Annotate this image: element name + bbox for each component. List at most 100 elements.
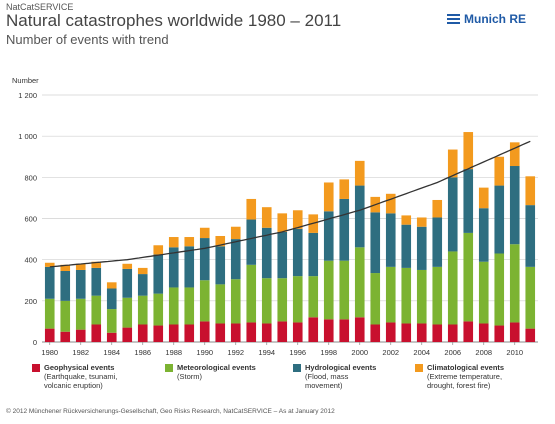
bar-segment bbox=[292, 322, 303, 342]
bar-segment bbox=[246, 219, 257, 265]
bar-segment bbox=[416, 217, 427, 227]
bar-segment bbox=[44, 266, 55, 299]
bar-segment bbox=[184, 237, 195, 247]
legend-swatch bbox=[415, 364, 423, 372]
brand-name: Munich RE bbox=[464, 12, 526, 26]
legend-desc: (Storm) bbox=[177, 372, 202, 381]
bar-segment bbox=[277, 278, 288, 322]
bar-segment bbox=[91, 267, 102, 296]
bar-segment bbox=[323, 211, 334, 261]
bar-segment bbox=[246, 264, 257, 323]
legend-desc: movement) bbox=[305, 381, 343, 390]
bar-segment bbox=[261, 323, 272, 342]
bar-segment bbox=[447, 149, 458, 178]
bar-segment bbox=[44, 328, 55, 342]
bar-segment bbox=[199, 238, 210, 281]
y-tick-label: 800 bbox=[24, 173, 37, 182]
bar-segment bbox=[168, 324, 179, 342]
bar-segment bbox=[230, 239, 241, 280]
bar-segment bbox=[525, 176, 536, 206]
bar-segment bbox=[385, 322, 396, 342]
bar-segment bbox=[60, 264, 71, 271]
bar-segment bbox=[137, 324, 148, 342]
bar-segment bbox=[75, 269, 86, 299]
legend-label: Geophysical events bbox=[44, 363, 115, 372]
bar-segment bbox=[215, 235, 226, 247]
x-tick-label: 2006 bbox=[444, 348, 461, 357]
bar-segment bbox=[277, 321, 288, 342]
bar-segment bbox=[401, 267, 412, 324]
legend-desc: drought, forest fire) bbox=[427, 381, 491, 390]
bar-segment bbox=[60, 270, 71, 301]
legend-label: Meteorological events bbox=[177, 363, 256, 372]
x-tick-label: 1980 bbox=[41, 348, 58, 357]
bar-segment bbox=[44, 262, 55, 267]
bar-segment bbox=[385, 213, 396, 267]
x-tick-label: 2002 bbox=[382, 348, 399, 357]
bar-segment bbox=[168, 247, 179, 288]
y-tick-label: 600 bbox=[24, 215, 37, 224]
bar-segment bbox=[122, 327, 133, 342]
bar-segment bbox=[339, 319, 350, 342]
bar-segment bbox=[60, 331, 71, 342]
bar-segment bbox=[354, 247, 365, 318]
legend-label: Hydrological events bbox=[305, 363, 377, 372]
bar-segment bbox=[122, 268, 133, 298]
bar-segment bbox=[137, 267, 148, 275]
legend-item-geophysical: Geophysical events (Earthquake, tsunami,… bbox=[32, 363, 162, 390]
y-tick-label: 400 bbox=[24, 256, 37, 265]
bar-segment bbox=[153, 254, 164, 294]
bar-segment bbox=[525, 266, 536, 329]
y-tick-label: 1 200 bbox=[18, 91, 37, 100]
y-tick-label: 200 bbox=[24, 297, 37, 306]
bar-segment bbox=[478, 261, 489, 324]
bar-segment bbox=[184, 246, 195, 288]
bar-segment bbox=[447, 251, 458, 325]
bar-segment bbox=[385, 193, 396, 214]
bar-segment bbox=[494, 156, 505, 186]
bar-segment bbox=[323, 182, 334, 212]
chart-title: Natural catastrophes worldwide 1980 – 20… bbox=[6, 11, 342, 30]
bar-segment bbox=[401, 323, 412, 342]
source-tag: NatCatSERVICE bbox=[6, 2, 74, 12]
x-tick-label: 1984 bbox=[103, 348, 120, 357]
x-tick-label: 1988 bbox=[165, 348, 182, 357]
bar-segment bbox=[292, 276, 303, 323]
bar-segment bbox=[432, 266, 443, 325]
bar-segment bbox=[106, 288, 117, 310]
bar-segment bbox=[463, 321, 474, 342]
x-tick-label: 2000 bbox=[351, 348, 368, 357]
bar-segment bbox=[106, 309, 117, 333]
bar-segment bbox=[122, 297, 133, 328]
bar-segment bbox=[230, 323, 241, 342]
x-tick-label: 1994 bbox=[258, 348, 275, 357]
bar-segment bbox=[463, 132, 474, 170]
bar-segment bbox=[463, 232, 474, 322]
bar-segment bbox=[339, 198, 350, 261]
bar-segment bbox=[246, 198, 257, 220]
bar-segment bbox=[215, 284, 226, 324]
x-tick-label: 1992 bbox=[227, 348, 244, 357]
bar-segment bbox=[91, 295, 102, 325]
bar-segment bbox=[199, 321, 210, 342]
bar-segment bbox=[401, 215, 412, 225]
bar-segment bbox=[416, 226, 427, 270]
bar-segment bbox=[509, 166, 520, 245]
bar-segment bbox=[75, 329, 86, 342]
x-tick-label: 1996 bbox=[289, 348, 306, 357]
bar-segment bbox=[323, 260, 334, 320]
bar-segment bbox=[75, 298, 86, 330]
legend-swatch bbox=[165, 364, 173, 372]
bar-segment bbox=[184, 287, 195, 325]
x-tick-label: 2008 bbox=[475, 348, 492, 357]
munich-re-logo-icon bbox=[447, 13, 460, 26]
bar-segment bbox=[354, 160, 365, 186]
bar-segment bbox=[122, 263, 133, 269]
x-tick-label: 1998 bbox=[320, 348, 337, 357]
bar-segment bbox=[137, 274, 148, 296]
bar-segment bbox=[292, 228, 303, 277]
bar-segment bbox=[168, 237, 179, 248]
x-tick-label: 2004 bbox=[413, 348, 430, 357]
legend-label: Climatological events bbox=[427, 363, 505, 372]
